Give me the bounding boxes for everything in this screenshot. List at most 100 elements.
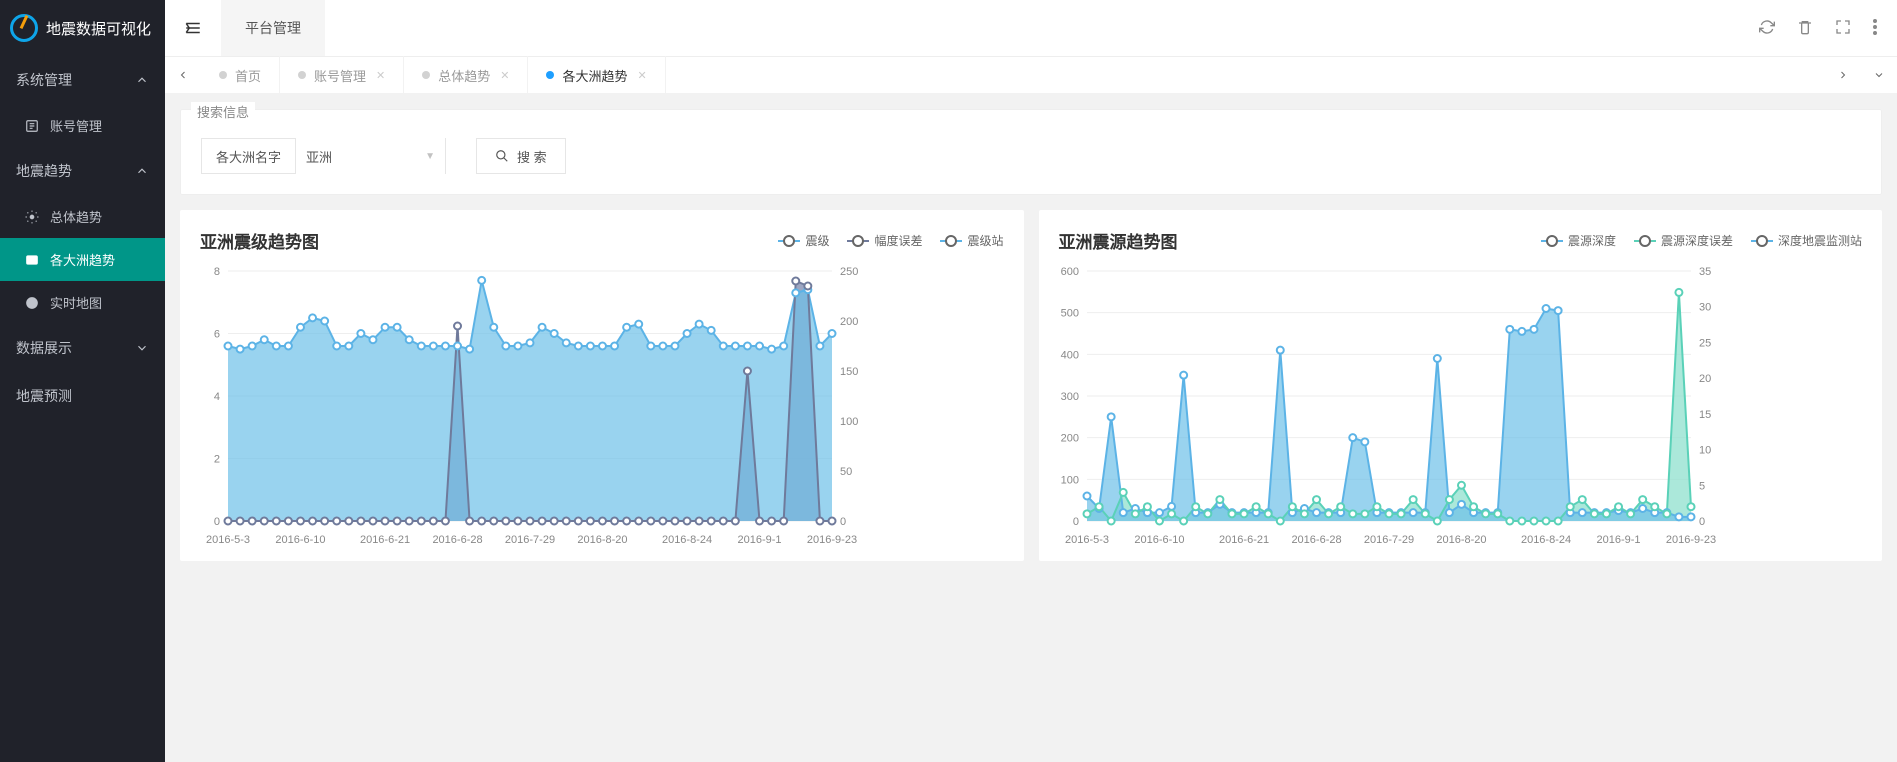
chart1-body: 024680501001502002502016-5-32016-6-10201…: [190, 261, 1014, 551]
svg-text:5: 5: [1699, 480, 1705, 492]
svg-text:8: 8: [214, 266, 220, 278]
svg-text:2016-8-20: 2016-8-20: [577, 534, 627, 546]
svg-text:20: 20: [1699, 373, 1711, 385]
svg-text:250: 250: [840, 266, 858, 278]
caret-down-icon: ▼: [425, 151, 435, 162]
nav-group-系统管理[interactable]: 系统管理: [0, 56, 165, 104]
fullscreen-button[interactable]: [1835, 19, 1851, 38]
topbar-actions: [1759, 19, 1897, 38]
tab-close-icon[interactable]: ✕: [638, 69, 647, 82]
nav-item-各大洲趋势[interactable]: 各大洲趋势: [0, 238, 165, 281]
svg-text:2016-8-24: 2016-8-24: [1520, 534, 1570, 546]
svg-text:2016-9-1: 2016-9-1: [737, 534, 781, 546]
chart2-title: 亚洲震源趋势图: [1059, 228, 1178, 253]
continent-select[interactable]: 亚洲 ▼: [295, 138, 445, 174]
chart-magnitude-card: 亚洲震级趋势图 震级幅度误差震级站 0246805010015020025020…: [180, 210, 1024, 561]
svg-text:2016-9-1: 2016-9-1: [1596, 534, 1640, 546]
svg-text:50: 50: [840, 466, 852, 478]
svg-text:100: 100: [1060, 474, 1078, 486]
more-button[interactable]: [1873, 19, 1877, 38]
svg-text:30: 30: [1699, 302, 1711, 314]
svg-text:500: 500: [1060, 308, 1078, 320]
nav-group-地震预测[interactable]: 地震预测: [0, 372, 165, 420]
legend-item[interactable]: 深度地震监测站: [1751, 232, 1862, 249]
charts-row: 亚洲震级趋势图 震级 幅度误差 震级站 0 2 4 6 8 0 50 100 150 200 250 20…: [180, 210, 1882, 561]
nav-item-总体趋势[interactable]: 总体趋势: [0, 195, 165, 238]
tab-账号管理[interactable]: 账号管理✕: [280, 56, 404, 94]
chart-depth-card: 亚洲震源趋势图 震源深度 震源深度误差 深度地震监测站 0 100 200 300 400 5…: [1039, 210, 1883, 561]
svg-text:300: 300: [1060, 391, 1078, 403]
svg-text:6: 6: [214, 329, 220, 341]
search-button-label: 搜 索: [517, 147, 547, 166]
nav-group-数据展示[interactable]: 数据展示: [0, 324, 165, 372]
svg-text:2016-8-20: 2016-8-20: [1436, 534, 1486, 546]
search-legend: 搜索信息: [191, 102, 255, 121]
legend-item[interactable]: 震级: [778, 232, 829, 249]
search-body: 各大洲名字 亚洲 ▼ 搜 索: [181, 110, 1881, 174]
delete-button[interactable]: [1797, 19, 1813, 38]
top-tab-platform[interactable]: 平台管理: [221, 0, 325, 56]
svg-text:400: 400: [1060, 349, 1078, 361]
nav-icon: [24, 252, 40, 268]
tab-各大洲趋势[interactable]: 各大洲趋势✕: [528, 56, 665, 94]
refresh-button[interactable]: [1759, 19, 1775, 38]
tab-close-icon[interactable]: ✕: [500, 69, 509, 82]
nav-group-地震趋势[interactable]: 地震趋势: [0, 147, 165, 195]
svg-text:2016-5-3: 2016-5-3: [206, 534, 250, 546]
svg-text:200: 200: [1060, 433, 1078, 445]
nav-item-实时地图[interactable]: 实时地图: [0, 281, 165, 324]
search-button[interactable]: 搜 索: [476, 138, 566, 174]
svg-text:100: 100: [840, 416, 858, 428]
svg-text:25: 25: [1699, 337, 1711, 349]
svg-text:2016-7-29: 2016-7-29: [505, 534, 555, 546]
continent-field: 各大洲名字 亚洲 ▼: [201, 138, 446, 174]
legend-item[interactable]: 震源深度: [1541, 232, 1616, 249]
tab-close-icon[interactable]: ✕: [376, 69, 385, 82]
tabs-prev-button[interactable]: [165, 56, 201, 94]
chart2-body: 0100200300400500600051015202530352016-5-…: [1049, 261, 1873, 551]
svg-text:2016-6-28: 2016-6-28: [432, 534, 482, 546]
svg-text:2016-6-21: 2016-6-21: [360, 534, 410, 546]
svg-text:2016-6-28: 2016-6-28: [1291, 534, 1341, 546]
tab-总体趋势[interactable]: 总体趋势✕: [404, 56, 528, 94]
svg-text:4: 4: [214, 391, 220, 403]
tab-首页[interactable]: 首页: [201, 56, 280, 94]
svg-text:2016-5-3: 2016-5-3: [1064, 534, 1108, 546]
nav: 系统管理账号管理地震趋势总体趋势各大洲趋势实时地图数据展示地震预测: [0, 56, 165, 420]
svg-text:0: 0: [840, 516, 846, 528]
svg-text:2016-9-23: 2016-9-23: [807, 534, 857, 546]
svg-text:2016-6-10: 2016-6-10: [1134, 534, 1184, 546]
sidebar: 地震数据可视化 系统管理账号管理地震趋势总体趋势各大洲趋势实时地图数据展示地震预…: [0, 0, 165, 762]
legend-item[interactable]: 震级站: [940, 232, 1003, 249]
tabs-row: 首页账号管理✕总体趋势✕各大洲趋势✕: [165, 56, 1897, 94]
tabs-container: 首页账号管理✕总体趋势✕各大洲趋势✕: [201, 56, 666, 94]
svg-text:2: 2: [214, 454, 220, 466]
svg-text:10: 10: [1699, 445, 1711, 457]
svg-text:600: 600: [1060, 266, 1078, 278]
chart1-legend: 震级 幅度误差 震级站: [778, 232, 1003, 249]
content: 搜索信息 各大洲名字 亚洲 ▼ 搜 索 亚洲震级趋势图 震级 幅度误差 震级站 0 2…: [165, 94, 1897, 762]
continent-select-value: 亚洲: [306, 147, 332, 166]
continent-label: 各大洲名字: [202, 147, 295, 166]
svg-text:150: 150: [840, 366, 858, 378]
nav-icon: [24, 209, 40, 225]
svg-text:2016-8-24: 2016-8-24: [662, 534, 712, 546]
svg-text:2016-6-21: 2016-6-21: [1218, 534, 1268, 546]
topbar: 平台管理: [165, 0, 1897, 56]
tabs-dropdown-button[interactable]: [1861, 56, 1897, 94]
legend-item[interactable]: 震源深度误差: [1634, 232, 1733, 249]
app-title: 地震数据可视化: [46, 18, 151, 39]
svg-text:2016-9-23: 2016-9-23: [1665, 534, 1715, 546]
chart1-title: 亚洲震级趋势图: [200, 228, 319, 253]
menu-toggle-button[interactable]: [165, 0, 221, 56]
search-card: 搜索信息 各大洲名字 亚洲 ▼ 搜 索: [180, 109, 1882, 195]
nav-icon: [24, 118, 40, 134]
tabs-next-button[interactable]: [1825, 56, 1861, 94]
legend-item[interactable]: 幅度误差: [847, 232, 922, 249]
chart2-legend: 震源深度 震源深度误差 深度地震监测站: [1541, 232, 1862, 249]
svg-text:15: 15: [1699, 409, 1711, 421]
svg-text:0: 0: [1072, 516, 1078, 528]
logo-area: 地震数据可视化: [0, 0, 165, 56]
nav-item-账号管理[interactable]: 账号管理: [0, 104, 165, 147]
logo-icon: [10, 14, 38, 42]
